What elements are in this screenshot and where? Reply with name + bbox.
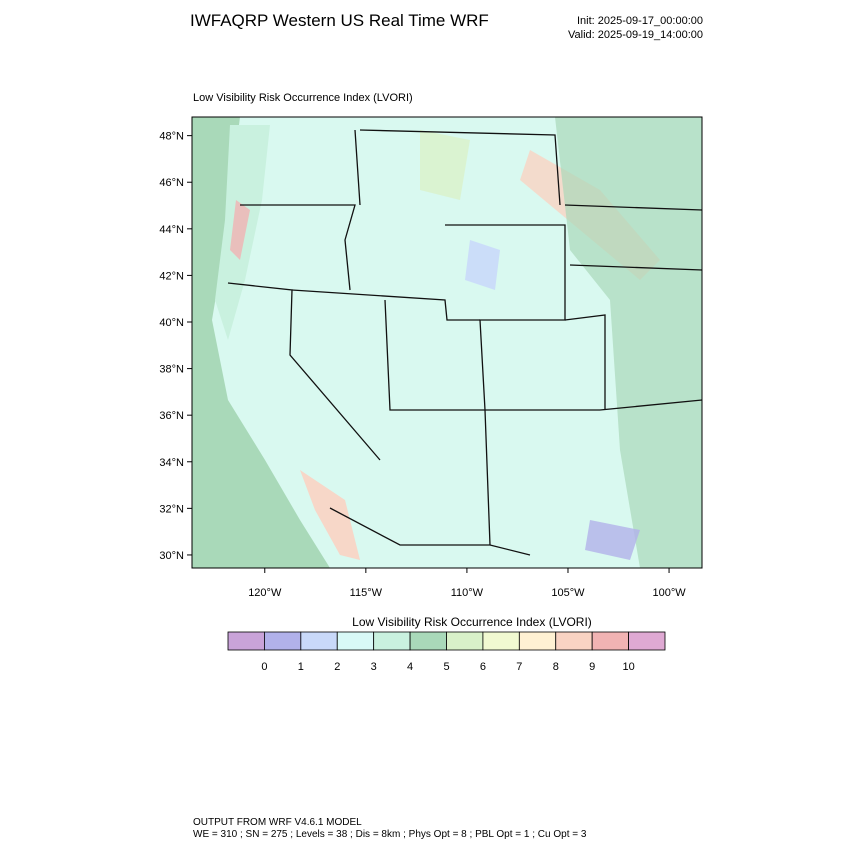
valid-time: Valid: 2025-09-19_14:00:00 xyxy=(568,29,703,41)
y-tick-label: 46°N xyxy=(159,177,184,189)
colorbar-label: 9 xyxy=(589,661,595,673)
colorbar-label: 3 xyxy=(371,661,377,673)
map-title: Low Visibility Risk Occurrence Index (LV… xyxy=(193,92,413,104)
footer-line: WE = 310 ; SN = 275 ; Levels = 38 ; Dis … xyxy=(193,829,587,840)
y-tick-label: 42°N xyxy=(159,270,184,282)
x-tick-label: 105°W xyxy=(551,587,585,599)
x-tick-label: 120°W xyxy=(248,587,282,599)
colorbar-label: 4 xyxy=(407,661,413,673)
map-frame xyxy=(191,116,703,569)
map-field xyxy=(192,117,702,568)
footer-line: OUTPUT FROM WRF V4.6.1 MODEL xyxy=(193,817,362,828)
colorbar-swatch xyxy=(409,631,447,651)
colorbar-swatch xyxy=(300,631,338,651)
colorbar-swatch xyxy=(518,631,557,651)
colorbar-label: 2 xyxy=(334,661,340,673)
x-tick-label: 100°W xyxy=(652,587,686,599)
colorbar-swatch xyxy=(482,631,520,651)
colorbar-title: Low Visibility Risk Occurrence Index (LV… xyxy=(352,615,592,629)
colorbar-label: 10 xyxy=(622,661,634,673)
colorbar-label: 7 xyxy=(516,661,522,673)
colorbar-swatch xyxy=(446,631,484,651)
colorbar-swatch xyxy=(227,631,265,651)
y-tick-label: 30°N xyxy=(159,550,184,562)
init-time: Init: 2025-09-17_00:00:00 xyxy=(577,15,703,27)
colorbar-swatch xyxy=(591,631,629,651)
colorbar-swatch xyxy=(373,631,411,651)
colorbar-swatch xyxy=(628,631,666,651)
colorbar-swatch xyxy=(555,631,593,651)
colorbar-label: 8 xyxy=(553,661,559,673)
title: IWFAQRP Western US Real Time WRF xyxy=(190,11,489,30)
state-borders xyxy=(227,129,703,556)
x-tick-label: 115°W xyxy=(350,587,383,599)
colorbar-swatch xyxy=(336,631,375,651)
y-tick-label: 34°N xyxy=(159,457,184,469)
colorbar-label: 1 xyxy=(298,661,304,673)
x-tick-label: 110°W xyxy=(451,587,484,599)
y-tick-label: 44°N xyxy=(159,224,184,236)
colorbar-label: 5 xyxy=(443,661,449,673)
y-tick-label: 36°N xyxy=(159,410,184,422)
y-tick-label: 32°N xyxy=(159,503,184,515)
y-tick-label: 40°N xyxy=(159,317,184,329)
colorbar-swatch xyxy=(264,631,302,651)
y-tick-label: 38°N xyxy=(159,364,184,376)
y-tick-label: 48°N xyxy=(159,131,184,143)
colorbar-label: 0 xyxy=(261,661,267,673)
colorbar-label: 6 xyxy=(480,661,486,673)
